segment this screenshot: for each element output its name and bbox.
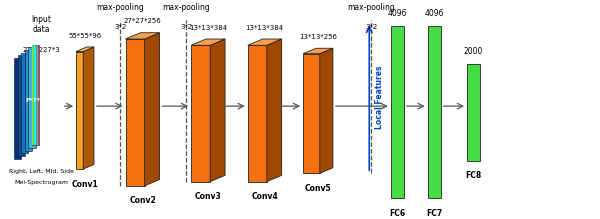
Text: 227*227*3: 227*227*3 bbox=[23, 47, 61, 53]
Text: 4096: 4096 bbox=[424, 9, 444, 18]
Text: 13*13*256: 13*13*256 bbox=[299, 34, 337, 40]
Polygon shape bbox=[25, 50, 32, 151]
Text: 3*2: 3*2 bbox=[365, 24, 377, 30]
Text: FC7: FC7 bbox=[426, 209, 442, 218]
Text: max-pooling: max-pooling bbox=[347, 3, 395, 12]
Text: Conv3: Conv3 bbox=[195, 192, 221, 201]
Polygon shape bbox=[248, 39, 281, 45]
Polygon shape bbox=[303, 54, 320, 173]
Polygon shape bbox=[32, 45, 33, 145]
Polygon shape bbox=[145, 33, 160, 186]
Polygon shape bbox=[303, 48, 333, 54]
Text: Conv1: Conv1 bbox=[71, 180, 98, 189]
Polygon shape bbox=[38, 45, 39, 145]
Text: data: data bbox=[33, 25, 50, 34]
Polygon shape bbox=[34, 45, 35, 145]
Polygon shape bbox=[28, 47, 35, 148]
Text: 2000: 2000 bbox=[464, 47, 483, 56]
Polygon shape bbox=[320, 48, 333, 173]
Text: F*T*C: F*T*C bbox=[26, 98, 45, 103]
Polygon shape bbox=[76, 52, 83, 169]
Text: 13*13*384: 13*13*384 bbox=[245, 25, 284, 31]
Text: max-pooling: max-pooling bbox=[96, 3, 144, 12]
Polygon shape bbox=[210, 39, 225, 182]
Polygon shape bbox=[76, 47, 94, 52]
Polygon shape bbox=[14, 58, 21, 159]
Text: 27*27*256: 27*27*256 bbox=[124, 18, 161, 24]
Text: Conv2: Conv2 bbox=[129, 196, 156, 205]
Text: Mel-Spectrogram: Mel-Spectrogram bbox=[14, 180, 68, 185]
Text: Conv5: Conv5 bbox=[305, 184, 331, 193]
Polygon shape bbox=[17, 55, 25, 156]
Polygon shape bbox=[191, 39, 225, 45]
Text: FC6: FC6 bbox=[389, 209, 406, 218]
Polygon shape bbox=[83, 47, 94, 169]
Polygon shape bbox=[391, 26, 404, 198]
Polygon shape bbox=[21, 53, 28, 153]
Polygon shape bbox=[35, 45, 37, 145]
Polygon shape bbox=[32, 45, 39, 145]
Polygon shape bbox=[467, 64, 480, 161]
Text: Local Features: Local Features bbox=[374, 66, 383, 129]
Polygon shape bbox=[125, 39, 145, 186]
Text: 3*2: 3*2 bbox=[114, 24, 126, 30]
Polygon shape bbox=[267, 39, 281, 182]
Text: 4096: 4096 bbox=[388, 9, 407, 18]
Polygon shape bbox=[33, 45, 34, 145]
Text: FC8: FC8 bbox=[466, 171, 482, 180]
Text: Right, Left, Mid, Side: Right, Left, Mid, Side bbox=[9, 169, 74, 174]
Polygon shape bbox=[191, 45, 210, 182]
Text: max-pooling: max-pooling bbox=[163, 3, 210, 12]
Polygon shape bbox=[248, 45, 267, 182]
Text: 13*13*384: 13*13*384 bbox=[189, 25, 227, 31]
Polygon shape bbox=[428, 26, 441, 198]
Polygon shape bbox=[125, 33, 160, 39]
Text: Conv4: Conv4 bbox=[251, 192, 278, 201]
Text: 3*2: 3*2 bbox=[180, 24, 193, 30]
Polygon shape bbox=[37, 45, 38, 145]
Text: Input: Input bbox=[32, 15, 52, 24]
Text: 55*55*96: 55*55*96 bbox=[68, 33, 101, 39]
